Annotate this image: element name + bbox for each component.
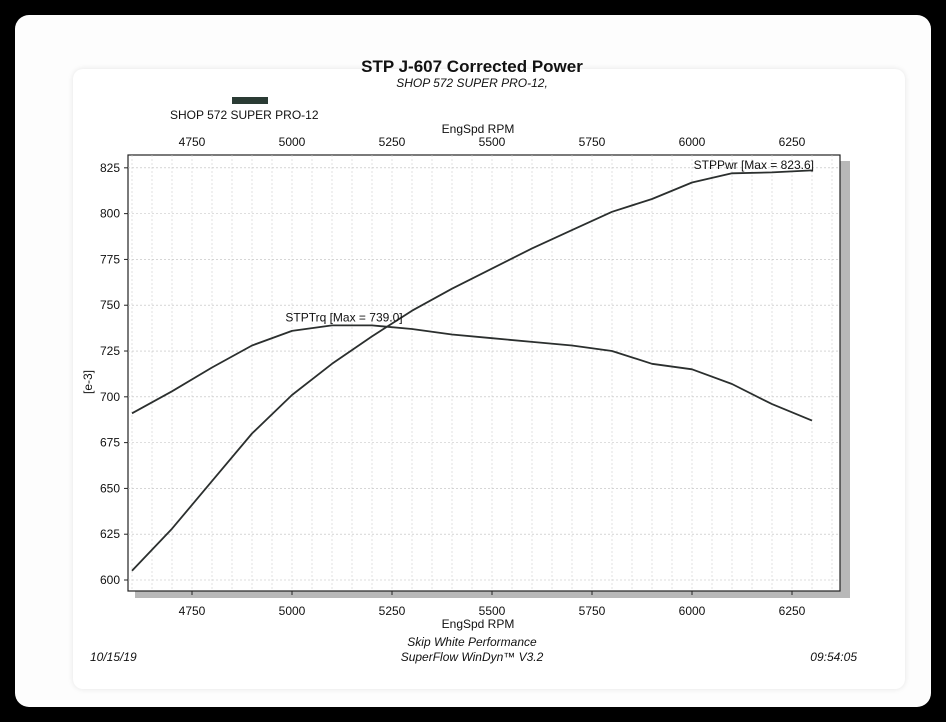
x-tick-label-top: 6250	[779, 135, 806, 149]
y-tick-label: 725	[100, 344, 120, 358]
legend-swatch	[232, 97, 268, 104]
x-tick-label: 5250	[379, 604, 406, 618]
x-tick-label-top: 5500	[479, 135, 506, 149]
y-tick-label: 625	[100, 527, 120, 541]
y-ticks: 600 625 650 675 700 725 750 775 800 825	[100, 161, 128, 587]
y-tick-label: 700	[100, 390, 120, 404]
y-tick-label: 650	[100, 481, 120, 495]
y-tick-label: 600	[100, 573, 120, 587]
y-tick-label: 675	[100, 436, 120, 450]
annotation-stppwr: STPPwr [Max = 823.6]	[694, 158, 814, 172]
x-tick-label: 6250	[779, 604, 806, 618]
y-tick-label: 825	[100, 161, 120, 175]
chart-subtitle: SHOP 572 SUPER PRO-12,	[396, 76, 548, 90]
y-tick-label: 775	[100, 252, 120, 266]
grid	[128, 155, 840, 591]
x-tick-label: 6000	[679, 604, 706, 618]
x-axis-label: EngSpd RPM	[442, 617, 515, 631]
y-tick-label: 800	[100, 207, 120, 221]
x-ticks-top: 4750 5000 5250 5500 5750 6000 6250	[179, 135, 806, 149]
annotation-stptrq: STPTrq [Max = 739.0]	[285, 310, 402, 324]
footer-software: SuperFlow WinDyn™ V3.2	[401, 650, 544, 664]
x-ticks-bottom: 4750 5000 5250 5500 5750 6000 6250	[179, 591, 806, 618]
series-annotations: STPPwr [Max = 823.6] STPTrq [Max = 739.0]	[285, 158, 814, 325]
x-tick-label: 4750	[179, 604, 206, 618]
x-tick-label-top: 6000	[679, 135, 706, 149]
footer-time: 09:54:05	[810, 650, 857, 664]
x-axis-label-top: EngSpd RPM	[442, 122, 515, 136]
x-tick-label: 5000	[279, 604, 306, 618]
x-tick-label: 5750	[579, 604, 606, 618]
chart-title: STP J-607 Corrected Power	[361, 57, 583, 76]
legend-label: SHOP 572 SUPER PRO-12	[170, 108, 319, 122]
footer-company: Skip White Performance	[407, 635, 537, 649]
series-line-stptrq	[131, 324, 813, 422]
x-tick-label-top: 4750	[179, 135, 206, 149]
x-tick-label-top: 5000	[279, 135, 306, 149]
plot-area	[127, 154, 841, 592]
x-tick-label-top: 5750	[579, 135, 606, 149]
x-tick-label-top: 5250	[379, 135, 406, 149]
series-line-stppwr	[131, 169, 813, 572]
y-axis-label: [e-3]	[81, 370, 95, 394]
series-lines	[131, 169, 813, 572]
y-tick-label: 750	[100, 298, 120, 312]
x-tick-label: 5500	[479, 604, 506, 618]
footer-date: 10/15/19	[90, 650, 137, 664]
